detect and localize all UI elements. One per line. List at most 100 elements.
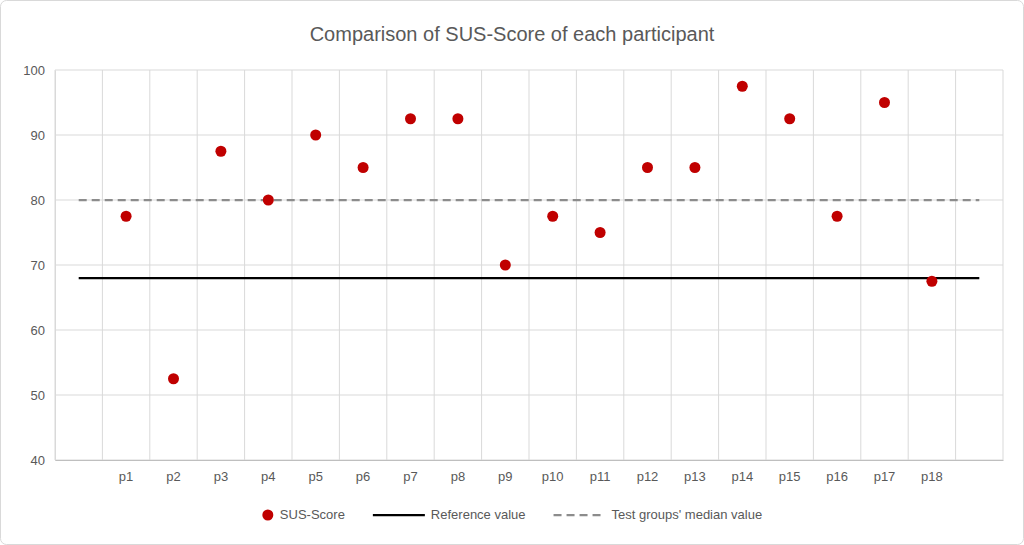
x-tick: p14 [731, 460, 753, 484]
data-point [215, 146, 226, 157]
legend-label: Reference value [431, 507, 526, 522]
x-tick: p17 [874, 460, 896, 484]
category-separator [623, 70, 624, 460]
y-tick: 100 [23, 63, 55, 78]
data-point [689, 162, 700, 173]
x-tick: p4 [261, 460, 275, 484]
chart-frame [1, 1, 1024, 545]
category-separator [292, 70, 293, 460]
y-tick: 60 [31, 323, 55, 338]
y-tick: 90 [31, 128, 55, 143]
data-point [547, 211, 558, 222]
x-tick: p13 [684, 460, 706, 484]
x-tick-label: p9 [498, 469, 512, 484]
legend-label: SUS-Score [280, 507, 345, 522]
x-tick-label: p17 [874, 469, 896, 484]
data-point [310, 130, 321, 141]
x-tick: p8 [451, 460, 465, 484]
x-tick-label: p1 [119, 469, 133, 484]
category-separator [149, 70, 150, 460]
x-tick: p10 [542, 460, 564, 484]
x-tick-label: p6 [356, 469, 370, 484]
category-separator [718, 70, 719, 460]
x-tick-label: p14 [731, 469, 753, 484]
y-tick-label: 90 [31, 128, 45, 143]
x-tick: p9 [498, 460, 512, 484]
legend-line [373, 514, 425, 516]
category-separator [197, 70, 198, 460]
x-tick: p15 [779, 460, 801, 484]
y-tick-label: 70 [31, 258, 45, 273]
category-separator [576, 70, 577, 460]
legend-label: Test groups' median value [612, 507, 763, 522]
category-separator [481, 70, 482, 460]
x-tick-label: p16 [826, 469, 848, 484]
legend: SUS-Score Reference value Test groups' med… [262, 507, 762, 522]
category-separator [955, 70, 956, 460]
category-separator [102, 70, 103, 460]
x-tick-label: p7 [403, 469, 417, 484]
data-point [452, 113, 463, 124]
data-point [121, 211, 132, 222]
x-tick: p18 [921, 460, 943, 484]
x-tick: p7 [403, 460, 417, 484]
plot-area [79, 81, 980, 385]
y-axis: 40 50 60 70 80 90 100 [23, 63, 55, 468]
x-tick-label: p18 [921, 469, 943, 484]
y-tick-label: 60 [31, 323, 45, 338]
x-tick-label: p3 [214, 469, 228, 484]
data-point [832, 211, 843, 222]
x-tick-label: p15 [779, 469, 801, 484]
y-tick: 50 [31, 388, 55, 403]
y-tick-label: 100 [23, 63, 45, 78]
x-tick-label: p8 [451, 469, 465, 484]
y-tick: 80 [31, 193, 55, 208]
x-tick: p5 [308, 460, 322, 484]
category-separator [813, 70, 814, 460]
category-separator [671, 70, 672, 460]
x-tick: p11 [590, 460, 611, 484]
chart-title: Comparison of SUS-Score of each particip… [310, 23, 715, 45]
y-tick: 70 [31, 258, 55, 273]
category-separator [908, 70, 909, 460]
x-tick: p3 [214, 460, 228, 484]
x-tick-label: p10 [542, 469, 564, 484]
y-tick-label: 40 [31, 453, 45, 468]
data-point [642, 162, 653, 173]
legend-line [554, 514, 606, 516]
y-axis-line [55, 71, 56, 461]
x-tick-label: p5 [308, 469, 322, 484]
category-separator [244, 70, 245, 460]
data-point [926, 276, 937, 287]
line-series [79, 277, 980, 279]
legend-item: Test groups' median value [554, 507, 763, 522]
data-point [263, 195, 274, 206]
grid [55, 70, 1003, 460]
y-tick-label: 50 [31, 388, 45, 403]
category-separator [529, 70, 530, 460]
data-point [595, 227, 606, 238]
x-tick: p1 [119, 460, 133, 484]
y-tick-label: 80 [31, 193, 45, 208]
y-tick: 40 [31, 453, 55, 468]
category-separator [1003, 70, 1004, 460]
chart: Comparison of SUS-Score of each particip… [0, 0, 1024, 545]
data-point [879, 97, 890, 108]
x-tick: p6 [356, 460, 370, 484]
category-separator [339, 70, 340, 460]
data-point [500, 260, 511, 271]
data-point [358, 162, 369, 173]
x-tick: p2 [166, 460, 180, 484]
legend-item: Reference value [373, 507, 526, 522]
legend-item: SUS-Score [262, 507, 345, 522]
x-axis-line [56, 460, 1004, 461]
data-point [405, 113, 416, 124]
x-tick-label: p4 [261, 469, 275, 484]
category-separator [860, 70, 861, 460]
legend-marker [262, 510, 273, 521]
x-tick-label: p13 [684, 469, 706, 484]
x-tick: p12 [637, 460, 659, 484]
x-axis: p1 p2 p3 p4 p5 p6 p7 p8 p9 p10 p11 p12 p13 p14 p15 p16 p… [56, 460, 1004, 484]
category-separator [55, 70, 56, 460]
data-point [784, 113, 795, 124]
